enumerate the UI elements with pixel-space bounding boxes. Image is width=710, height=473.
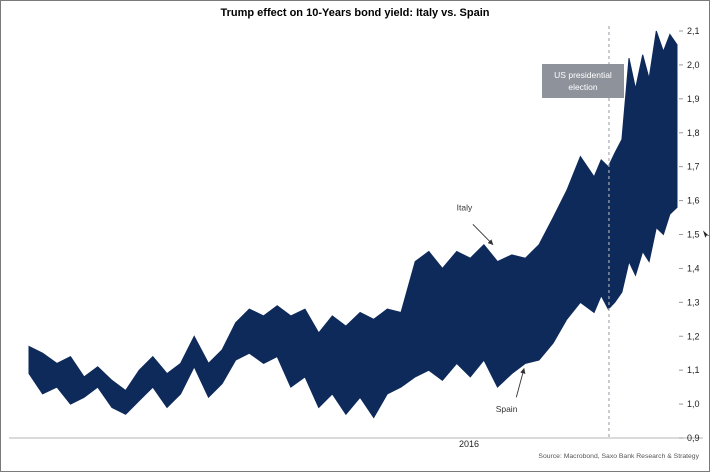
y-axis-tick-label: 1,3 (687, 297, 700, 307)
y-axis-tick-label: 2,1 (687, 26, 700, 36)
y-axis-tick-label: 1,8 (687, 128, 700, 138)
x-axis-year-label: 2016 (458, 439, 480, 449)
y-axis-tick-label: 1,4 (687, 263, 700, 273)
source-credit: Source: Macrobond, Saxo Bank Research & … (538, 453, 699, 460)
y-axis-tick-label: 1,7 (687, 162, 700, 172)
mouse-cursor-icon (703, 230, 710, 238)
y-axis-tick-label: 1,1 (687, 365, 700, 375)
y-axis-tick-label: 0,9 (687, 433, 700, 443)
annotation-arrow-spain (515, 368, 526, 398)
y-axis-tick-label: 1,2 (687, 331, 700, 341)
y-axis-tick-label: 1,5 (687, 230, 700, 240)
chart-title: Trump effect on 10-Years bond yield: Ita… (220, 7, 490, 19)
y-axis-tick-label: 2,0 (687, 60, 700, 70)
y-axis-tick-label: 1,9 (687, 94, 700, 104)
election-label-box: US presidential election (542, 64, 624, 98)
italy-spain-yield-band (28, 30, 678, 419)
annotation-arrow-italy (472, 224, 494, 245)
annotation-label-italy: Italy (457, 202, 473, 212)
election-label-text: US presidential election (554, 69, 612, 92)
y-axis-tick-label: 1,6 (687, 196, 700, 206)
y-axis-tick-label: 1,0 (687, 399, 700, 409)
annotation-label-spain: Spain (496, 404, 518, 414)
